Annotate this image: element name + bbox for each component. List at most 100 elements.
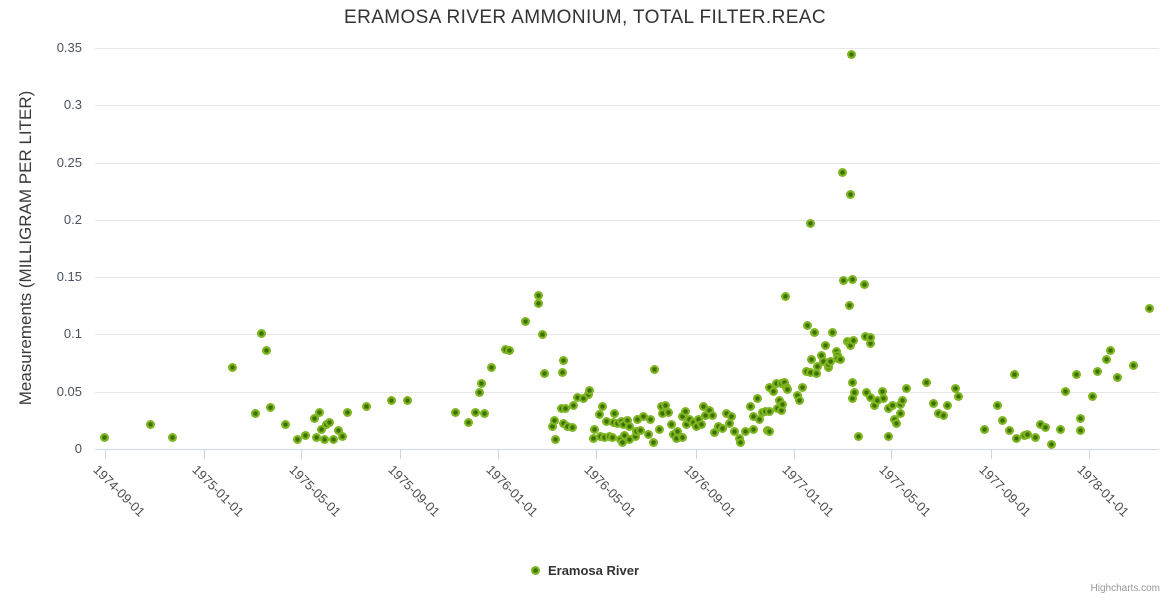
data-point[interactable] [693, 414, 703, 424]
data-point[interactable] [847, 378, 857, 388]
data-point[interactable] [854, 431, 864, 441]
data-point[interactable] [1087, 391, 1097, 401]
data-point[interactable] [678, 433, 688, 443]
data-point[interactable] [696, 420, 706, 430]
data-point[interactable] [748, 425, 758, 435]
data-point[interactable] [691, 421, 701, 431]
data-point[interactable] [590, 425, 600, 435]
data-point[interactable] [884, 431, 894, 441]
data-point[interactable] [877, 387, 887, 397]
data-point[interactable] [558, 356, 568, 366]
data-point[interactable] [661, 400, 671, 410]
data-point[interactable] [765, 406, 775, 416]
data-point[interactable] [980, 425, 990, 435]
data-point[interactable] [1011, 434, 1021, 444]
data-point[interactable] [726, 412, 736, 422]
data-point[interactable] [752, 394, 762, 404]
data-point[interactable] [888, 400, 898, 410]
data-point[interactable] [765, 382, 775, 392]
data-point[interactable] [953, 391, 963, 401]
data-point[interactable] [300, 430, 310, 440]
data-point[interactable] [939, 411, 949, 421]
data-point[interactable] [598, 402, 608, 412]
data-point[interactable] [838, 168, 848, 178]
data-point[interactable] [1071, 370, 1081, 380]
data-point[interactable] [892, 419, 902, 429]
data-point[interactable] [540, 368, 550, 378]
data-point[interactable] [477, 379, 487, 389]
data-point[interactable] [480, 408, 490, 418]
data-point[interactable] [610, 408, 620, 418]
data-point[interactable] [928, 398, 938, 408]
data-point[interactable] [699, 402, 709, 412]
data-point[interactable] [474, 388, 484, 398]
data-point[interactable] [534, 298, 544, 308]
data-point[interactable] [1075, 413, 1085, 423]
data-point[interactable] [896, 408, 906, 418]
data-point[interactable] [573, 392, 583, 402]
data-point[interactable] [632, 414, 642, 424]
data-point[interactable] [594, 410, 604, 420]
data-point[interactable] [768, 387, 778, 397]
data-point[interactable] [338, 431, 348, 441]
data-point[interactable] [847, 50, 857, 60]
data-point[interactable] [1129, 360, 1139, 370]
data-point[interactable] [671, 434, 681, 444]
data-point[interactable] [649, 365, 659, 375]
data-point[interactable] [534, 290, 544, 300]
data-point[interactable] [619, 420, 629, 430]
data-point[interactable] [902, 383, 912, 393]
data-point[interactable] [771, 379, 781, 389]
data-point[interactable] [329, 435, 339, 445]
data-point[interactable] [839, 276, 848, 286]
data-point[interactable] [862, 388, 872, 398]
data-point[interactable] [309, 413, 319, 423]
data-point[interactable] [746, 402, 756, 412]
data-point[interactable] [557, 367, 567, 377]
data-point[interactable] [317, 425, 327, 435]
data-point[interactable] [846, 341, 856, 351]
data-point[interactable] [809, 327, 819, 337]
data-point[interactable] [783, 384, 793, 394]
data-point[interactable] [312, 433, 322, 443]
data-point[interactable] [1036, 420, 1046, 430]
data-point[interactable] [860, 332, 870, 342]
data-point[interactable] [1047, 439, 1057, 449]
data-point[interactable] [866, 333, 876, 343]
data-point[interactable] [1030, 433, 1040, 443]
data-point[interactable] [1061, 387, 1071, 397]
data-point[interactable] [145, 420, 155, 430]
data-point[interactable] [292, 435, 302, 445]
data-point[interactable] [1041, 422, 1050, 432]
data-point[interactable] [623, 415, 633, 425]
data-point[interactable] [537, 329, 547, 339]
data-point[interactable] [470, 407, 480, 417]
data-point[interactable] [402, 396, 412, 406]
data-point[interactable] [865, 339, 875, 349]
data-point[interactable] [1075, 426, 1085, 436]
data-point[interactable] [599, 433, 609, 443]
data-point[interactable] [315, 407, 325, 417]
data-point[interactable] [797, 382, 807, 392]
data-point[interactable] [649, 437, 659, 447]
data-point[interactable] [618, 437, 628, 447]
data-point[interactable] [630, 431, 640, 441]
data-point[interactable] [620, 430, 630, 440]
data-point[interactable] [505, 345, 515, 355]
data-point[interactable] [520, 317, 530, 327]
data-point[interactable] [704, 405, 714, 415]
data-point[interactable] [607, 433, 617, 443]
data-point[interactable] [709, 428, 719, 438]
data-point[interactable] [811, 368, 821, 378]
data-point[interactable] [872, 396, 882, 406]
data-point[interactable] [721, 408, 731, 418]
data-point[interactable] [889, 414, 899, 424]
data-point[interactable] [803, 320, 813, 330]
data-point[interactable] [636, 426, 646, 436]
data-point[interactable] [386, 396, 396, 406]
data-point[interactable] [1005, 426, 1015, 436]
data-point[interactable] [847, 274, 857, 284]
data-point[interactable] [776, 405, 786, 415]
data-point[interactable] [777, 399, 787, 409]
data-point[interactable] [950, 383, 960, 393]
